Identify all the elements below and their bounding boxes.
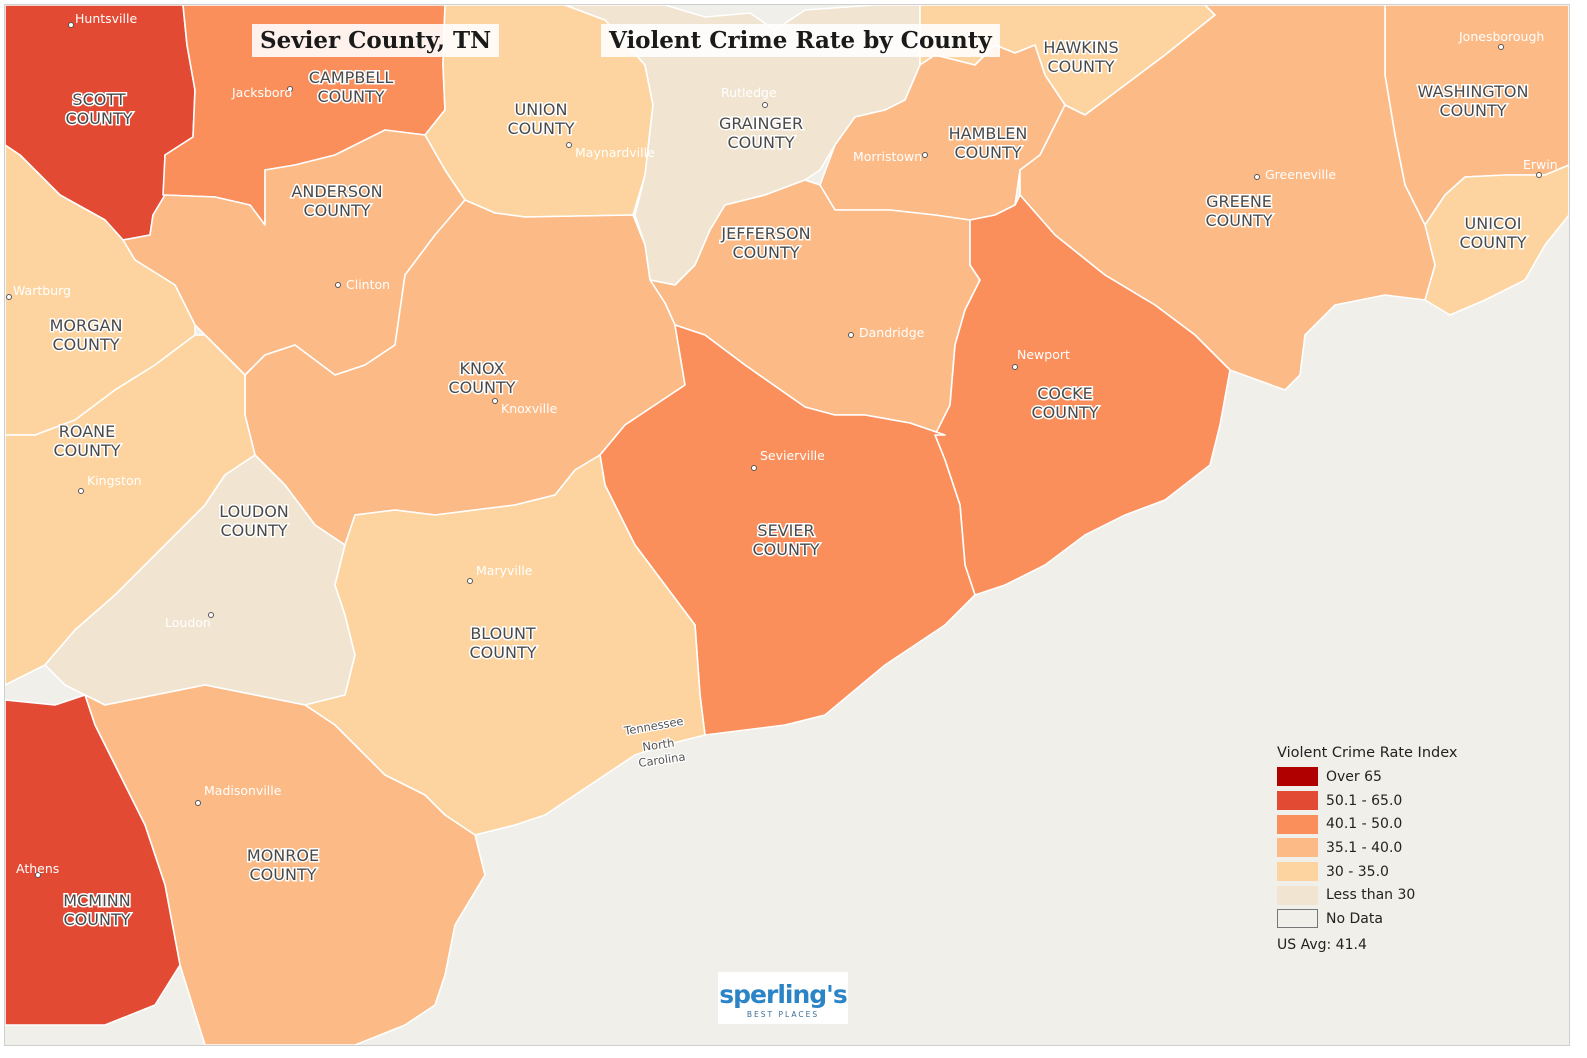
county-label: JEFFERSON COUNTY: [720, 224, 810, 262]
city-marker[interactable]: [1536, 172, 1542, 178]
map-frame: SCOTT COUNTY CAMPBELL COUNTY UNION COUNTY GRAI…: [4, 4, 1570, 1046]
city-marker[interactable]: [78, 488, 84, 494]
city-label: Morristown: [853, 149, 922, 164]
legend-label: 30 - 35.0: [1326, 863, 1389, 880]
legend-item: Over 65: [1277, 765, 1457, 789]
city-marker[interactable]: [922, 152, 928, 158]
county-label: ANDERSON COUNTY: [291, 182, 382, 220]
county-label: HAMBLEN COUNTY: [949, 124, 1028, 162]
state-label: North: [641, 736, 675, 754]
legend-label: 40.1 - 50.0: [1326, 816, 1403, 833]
city-label: Sevierville: [760, 448, 825, 463]
city-label: Athens: [16, 861, 59, 876]
city-label: Madisonville: [204, 783, 282, 798]
city-marker[interactable]: [848, 332, 854, 338]
city-label: Newport: [1017, 347, 1070, 362]
legend-item: Less than 30: [1277, 883, 1457, 907]
county-label: GREENE COUNTY: [1206, 192, 1273, 230]
legend-label: No Data: [1326, 910, 1383, 927]
city-marker[interactable]: [335, 282, 341, 288]
city-marker[interactable]: [566, 142, 572, 148]
legend-swatch: [1277, 767, 1318, 787]
legend-label: Less than 30: [1326, 887, 1416, 904]
city-label: Huntsville: [75, 11, 137, 26]
county-label: WASHINGTON COUNTY: [1418, 82, 1529, 120]
county-label: MONROE COUNTY: [247, 846, 319, 884]
county-label: MORGAN COUNTY: [50, 316, 123, 354]
legend-swatch: [1277, 909, 1318, 929]
logo-wordmark: sperling's: [719, 980, 847, 1009]
county-label: ROANE COUNTY: [54, 422, 121, 460]
county-label: KNOX COUNTY: [449, 359, 516, 397]
county-label: CAMPBELL COUNTY: [309, 68, 394, 106]
county-label: UNICOI COUNTY: [1460, 214, 1527, 252]
city-marker[interactable]: [492, 398, 498, 404]
city-marker[interactable]: [1012, 364, 1018, 370]
map-title: Violent Crime Rate by County: [601, 24, 1000, 57]
legend: Violent Crime Rate Index Over 65 50.1 - 6…: [1277, 745, 1457, 953]
city-marker[interactable]: [1254, 174, 1260, 180]
county-grainger[interactable]: [564, 5, 921, 286]
legend-label: 35.1 - 40.0: [1326, 839, 1403, 856]
city-label: Jonesborough: [1458, 29, 1544, 44]
county-label: MCMINN COUNTY: [63, 891, 130, 929]
city-label: Rutledge: [721, 85, 777, 100]
city-label: Loudon: [165, 615, 211, 630]
county-label: SCOTT COUNTY: [66, 90, 133, 128]
us-average: US Avg: 41.4: [1277, 936, 1367, 953]
legend-item: No Data: [1277, 907, 1457, 931]
city-label: Kingston: [87, 473, 142, 488]
city-label: Maryville: [476, 563, 533, 578]
legend-swatch: [1277, 885, 1318, 905]
legend-label: Over 65: [1326, 768, 1382, 785]
city-marker[interactable]: [195, 800, 201, 806]
legend-swatch: [1277, 791, 1318, 811]
legend-label: 50.1 - 65.0: [1326, 792, 1403, 809]
city-marker[interactable]: [287, 86, 293, 92]
county-label: COCKE COUNTY: [1032, 384, 1099, 422]
city-marker[interactable]: [208, 612, 214, 618]
legend-list: Over 65 50.1 - 65.0 40.1 - 50.0 35.1 - 40.0…: [1277, 765, 1457, 931]
sperlings-logo[interactable]: sperling's BEST PLACES: [718, 972, 848, 1024]
city-label: Dandridge: [859, 325, 925, 340]
county-label: UNION COUNTY: [508, 100, 575, 138]
city-marker[interactable]: [35, 872, 41, 878]
city-label: Clinton: [346, 277, 390, 292]
county-label: SEVIER COUNTY: [753, 521, 820, 559]
legend-item: 50.1 - 65.0: [1277, 789, 1457, 813]
city-label: Maynardville: [575, 145, 655, 160]
county-label: HAWKINS COUNTY: [1043, 38, 1118, 76]
county-mcminn[interactable]: [5, 694, 181, 1026]
county-map: SCOTT COUNTY CAMPBELL COUNTY UNION COUNTY GRAI…: [5, 5, 1569, 1045]
city-marker[interactable]: [751, 465, 757, 471]
legend-title: Violent Crime Rate Index: [1277, 745, 1458, 761]
city-label: Wartburg: [13, 283, 71, 298]
legend-item: 40.1 - 50.0: [1277, 812, 1457, 836]
legend-item: 35.1 - 40.0: [1277, 836, 1457, 860]
city-marker[interactable]: [68, 22, 74, 28]
county-label: BLOUNT COUNTY: [470, 624, 537, 662]
city-marker[interactable]: [1498, 44, 1504, 50]
legend-item: 30 - 35.0: [1277, 860, 1457, 884]
legend-swatch: [1277, 814, 1318, 834]
county-title: Sevier County, TN: [252, 24, 500, 57]
city-marker[interactable]: [6, 294, 12, 300]
city-label: Erwin: [1523, 157, 1558, 172]
county-label: LOUDON COUNTY: [219, 502, 289, 540]
city-marker[interactable]: [467, 578, 473, 584]
city-marker[interactable]: [762, 102, 768, 108]
legend-swatch: [1277, 838, 1318, 858]
legend-swatch: [1277, 862, 1318, 882]
city-label: Knoxville: [501, 401, 558, 416]
logo-tagline: BEST PLACES: [746, 1010, 820, 1019]
county-label: GRAINGER COUNTY: [719, 114, 803, 152]
city-label: Greeneville: [1265, 167, 1336, 182]
city-label: Jacksboro: [231, 85, 292, 100]
